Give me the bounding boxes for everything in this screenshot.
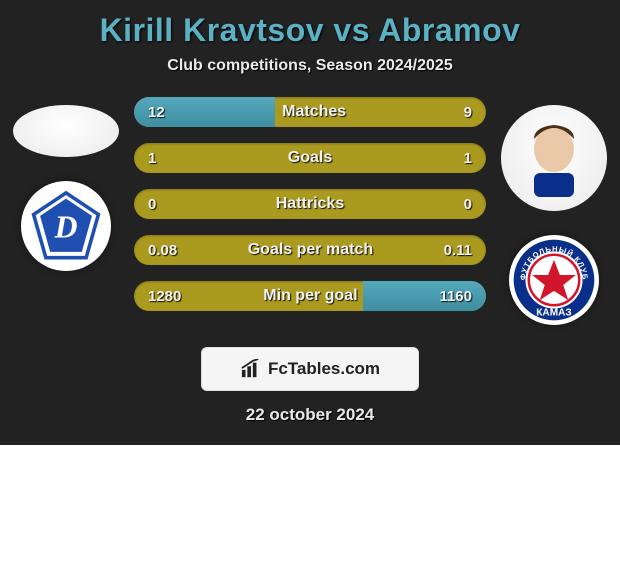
- right-player-avatar: [501, 105, 607, 211]
- right-club-badge: ФУТБОЛЬНЫЙ КЛУБ КАМАЗ: [509, 235, 599, 325]
- stat-right-value: 0: [464, 196, 472, 213]
- stat-label: Goals per match: [248, 241, 373, 259]
- kamaz-logo-icon: ФУТБОЛЬНЫЙ КЛУБ КАМАЗ: [512, 238, 596, 322]
- stat-row: 0.08 Goals per match 0.11: [134, 235, 486, 265]
- comparison-body: D 12 Matches 9 1 Goals 1: [0, 97, 620, 325]
- stat-right-value: 0.11: [444, 242, 472, 259]
- player-face-icon: [519, 119, 589, 197]
- left-player-column: D: [6, 97, 126, 271]
- stats-list: 12 Matches 9 1 Goals 1 0 Hattricks 0: [134, 97, 486, 311]
- stat-left-value: 0: [148, 196, 156, 213]
- source-label: FcTables.com: [268, 359, 380, 379]
- date-text: 22 october 2024: [0, 405, 620, 425]
- source-badge[interactable]: FcTables.com: [201, 347, 419, 391]
- comparison-card: Kirill Kravtsov vs Abramov Club competit…: [0, 0, 620, 445]
- svg-text:D: D: [54, 210, 78, 245]
- stat-left-value: 1280: [148, 288, 181, 305]
- stat-label: Hattricks: [276, 195, 344, 213]
- stat-row: 0 Hattricks 0: [134, 189, 486, 219]
- subtitle: Club competitions, Season 2024/2025: [0, 57, 620, 75]
- page-title: Kirill Kravtsov vs Abramov: [0, 8, 620, 57]
- stat-row: 1 Goals 1: [134, 143, 486, 173]
- left-club-badge: D: [21, 181, 111, 271]
- stat-row: 12 Matches 9: [134, 97, 486, 127]
- stat-right-value: 1160: [439, 288, 472, 305]
- stat-left-value: 0.08: [148, 242, 177, 259]
- stat-label: Min per goal: [263, 287, 357, 305]
- stat-label: Matches: [282, 103, 346, 121]
- stat-left-value: 12: [148, 104, 165, 121]
- svg-text:КАМАЗ: КАМАЗ: [536, 307, 571, 318]
- dinamo-logo-icon: D: [30, 190, 102, 262]
- stat-label: Goals: [288, 149, 332, 167]
- stat-right-value: 9: [464, 104, 472, 121]
- stat-left-value: 1: [148, 150, 156, 167]
- left-player-avatar: [13, 105, 119, 157]
- stat-right-value: 1: [464, 150, 472, 167]
- right-player-column: ФУТБОЛЬНЫЙ КЛУБ КАМАЗ: [494, 97, 614, 325]
- bar-chart-icon: [240, 359, 262, 379]
- stat-row: 1280 Min per goal 1160: [134, 281, 486, 311]
